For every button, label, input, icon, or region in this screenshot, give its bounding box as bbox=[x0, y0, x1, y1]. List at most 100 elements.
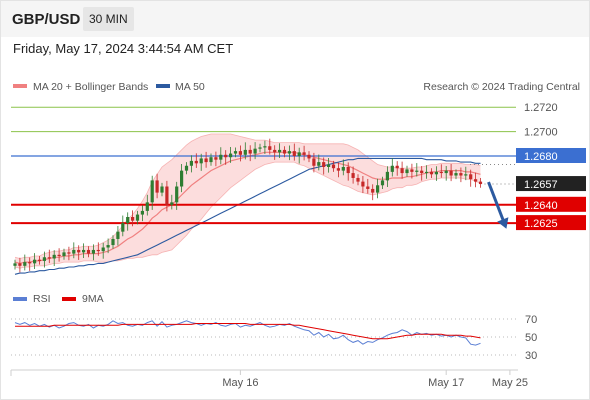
x-axis: May 16 May 17 May 25 bbox=[222, 370, 528, 389]
candle-body bbox=[395, 165, 399, 169]
candle-body bbox=[91, 249, 95, 254]
candle-body bbox=[390, 165, 394, 172]
ma50-legend-swatch bbox=[156, 84, 170, 88]
level-tag-text-1.2640: 1.2640 bbox=[524, 200, 558, 212]
level-tag-text-1.2657: 1.2657 bbox=[524, 179, 558, 191]
candle-body bbox=[23, 262, 27, 266]
level-label-1.2720: 1.2720 bbox=[524, 102, 558, 114]
projection-arrow-head bbox=[497, 217, 509, 229]
candle-body bbox=[96, 249, 100, 252]
candle-body bbox=[86, 249, 91, 254]
bollinger-band-area bbox=[15, 134, 481, 269]
candle-body bbox=[380, 180, 385, 186]
candle-body bbox=[425, 171, 429, 174]
candle-body bbox=[37, 259, 42, 261]
candle-body bbox=[209, 157, 213, 163]
level-tag-1.2640 bbox=[516, 196, 586, 212]
candle-body bbox=[253, 148, 257, 154]
candle-body bbox=[229, 153, 233, 158]
candle-body bbox=[400, 168, 404, 174]
candle-body bbox=[101, 247, 105, 252]
pair-title: GBP/USD bbox=[12, 11, 81, 28]
candle-body bbox=[361, 181, 365, 187]
candle-body bbox=[121, 223, 125, 232]
candle-body bbox=[405, 169, 409, 174]
candle-body bbox=[312, 158, 316, 166]
candle-body bbox=[175, 186, 179, 203]
candle-body bbox=[268, 146, 272, 150]
candle-body bbox=[140, 210, 144, 215]
level-tag-1.2680 bbox=[516, 148, 586, 163]
ma20-legend-label: MA 20 + Bollinger Bands bbox=[33, 81, 148, 93]
credit-label: Research © 2024 Trading Central bbox=[423, 81, 580, 93]
candle-body bbox=[150, 180, 154, 203]
candle-body bbox=[199, 158, 203, 164]
candle-body bbox=[474, 179, 478, 182]
candle-body bbox=[449, 170, 453, 176]
bollinger-lower bbox=[14, 161, 481, 269]
candle-body bbox=[327, 164, 331, 167]
level-label-1.2700: 1.2700 bbox=[524, 127, 558, 139]
level-tag-1.2625 bbox=[516, 215, 586, 231]
candle-body bbox=[248, 149, 252, 154]
candle-body bbox=[278, 149, 282, 153]
candle-body bbox=[111, 238, 115, 246]
x-tick-label-may-25: May 25 bbox=[492, 377, 528, 389]
candle-body bbox=[33, 259, 37, 264]
candle-body bbox=[385, 171, 389, 181]
price-levels: 1.2720 1.2700 1.2680 1.2657 1.2640 1.2625 bbox=[11, 102, 586, 231]
candle-body bbox=[42, 257, 46, 261]
candle-body bbox=[366, 186, 370, 189]
candle-body bbox=[351, 173, 355, 178]
projection-arrow-shaft bbox=[487, 181, 507, 226]
candle-body bbox=[214, 157, 218, 160]
candle-body bbox=[273, 149, 277, 153]
rsi-panel: 70 50 30 bbox=[11, 314, 537, 362]
ma9-legend-swatch bbox=[62, 297, 76, 301]
rsi-tick-50: 50 bbox=[525, 332, 537, 344]
candle-body bbox=[170, 202, 174, 205]
candle-body bbox=[47, 257, 51, 259]
candle-body bbox=[444, 170, 448, 174]
candle-body bbox=[346, 166, 350, 174]
candle-body bbox=[184, 165, 189, 171]
candle-body bbox=[415, 170, 419, 172]
candle-body bbox=[297, 152, 301, 156]
candle-body bbox=[194, 160, 198, 164]
candle-body bbox=[233, 151, 238, 154]
candle-body bbox=[72, 249, 76, 254]
candle-body bbox=[454, 173, 458, 176]
candle-body bbox=[180, 170, 184, 187]
candle-body bbox=[376, 185, 380, 193]
chart-header: GBP/USD 30 MIN bbox=[1, 1, 589, 37]
projection-arrow bbox=[487, 181, 509, 229]
candle-body bbox=[116, 231, 120, 239]
candle-body bbox=[478, 181, 483, 185]
candle-body bbox=[464, 174, 468, 176]
candle-body bbox=[13, 263, 17, 266]
candle-body bbox=[219, 154, 223, 160]
candle-body bbox=[62, 252, 66, 257]
candle-body bbox=[307, 154, 311, 159]
candle-body bbox=[82, 249, 86, 253]
candle-body bbox=[341, 166, 345, 171]
candle-body bbox=[439, 171, 443, 174]
ma50-line bbox=[14, 157, 481, 275]
rsi-ma-line bbox=[15, 323, 481, 340]
ma50-legend-label: MA 50 bbox=[175, 81, 205, 93]
candle-body bbox=[322, 162, 326, 167]
ma50-line-path bbox=[14, 157, 481, 275]
candle-body bbox=[292, 151, 296, 156]
candle-body bbox=[160, 186, 164, 193]
timeframe-badge[interactable]: 30 MIN bbox=[83, 7, 134, 31]
candle-body bbox=[28, 262, 32, 264]
ma20-legend-swatch bbox=[13, 84, 27, 88]
level-tag-text-1.2680: 1.2680 bbox=[524, 151, 558, 163]
candle-body bbox=[410, 169, 414, 172]
candle-body bbox=[317, 162, 321, 166]
ma9-legend-label: 9MA bbox=[82, 293, 104, 305]
level-tag-1.2657 bbox=[516, 176, 586, 192]
rsi-legend-label: RSI bbox=[33, 293, 51, 305]
candle-body bbox=[331, 164, 336, 169]
